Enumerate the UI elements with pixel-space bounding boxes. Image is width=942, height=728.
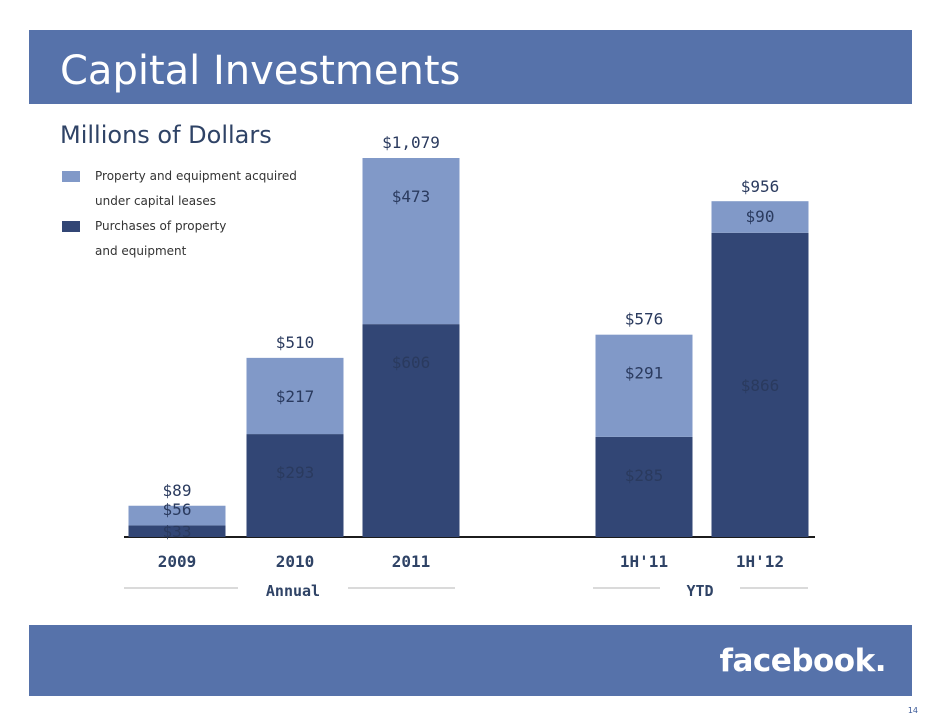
page-number: 14 bbox=[907, 706, 918, 715]
x-tick-label: 1H'12 bbox=[736, 552, 784, 571]
legend-label-line: Property and equipment acquired bbox=[95, 169, 297, 183]
segment-label-purchases: $33 bbox=[163, 522, 192, 541]
bar-segment-purchases bbox=[246, 434, 344, 537]
x-tick-label: 2009 bbox=[158, 552, 197, 571]
segment-label-purchases: $293 bbox=[276, 463, 315, 482]
segment-label-purchases: $866 bbox=[741, 376, 780, 395]
bar-segment-purchases bbox=[128, 525, 226, 537]
legend-swatch-purchases bbox=[62, 221, 80, 232]
bar-segment-capital-leases bbox=[595, 334, 693, 437]
bar-segment-purchases bbox=[362, 324, 460, 537]
slide-title: Capital Investments bbox=[60, 48, 461, 94]
segment-label-capital-leases: $90 bbox=[746, 207, 775, 226]
chart-subtitle: Millions of Dollars bbox=[60, 121, 272, 149]
bar-segment-capital-leases bbox=[711, 201, 809, 233]
group-label: Annual bbox=[266, 582, 320, 600]
bar-segment-capital-leases bbox=[362, 158, 460, 325]
total-label: $89 bbox=[163, 481, 192, 500]
x-tick-label: 2011 bbox=[392, 552, 431, 571]
legend-label-line: Purchases of property bbox=[95, 219, 227, 233]
total-label: $1,079 bbox=[382, 133, 440, 152]
facebook-logo: facebook. bbox=[719, 643, 887, 679]
segment-label-purchases: $606 bbox=[392, 353, 431, 372]
title-banner bbox=[29, 30, 912, 104]
x-tick-label: 2010 bbox=[276, 552, 315, 571]
bar-segment-purchases bbox=[595, 436, 693, 537]
legend-label-line: and equipment bbox=[95, 244, 187, 258]
group-label: YTD bbox=[686, 582, 713, 600]
segment-label-capital-leases: $56 bbox=[163, 500, 192, 519]
bar-segment-capital-leases bbox=[246, 357, 344, 435]
segment-label-capital-leases: $291 bbox=[625, 364, 664, 383]
legend-label-line: under capital leases bbox=[95, 194, 217, 208]
x-tick-label: 1H'11 bbox=[620, 552, 668, 571]
segment-label-purchases: $285 bbox=[625, 466, 664, 485]
segment-label-capital-leases: $473 bbox=[392, 187, 431, 206]
total-label: $510 bbox=[276, 333, 315, 352]
segment-label-capital-leases: $217 bbox=[276, 387, 315, 406]
footer-banner bbox=[29, 625, 912, 696]
bar-segment-purchases bbox=[711, 232, 809, 537]
bar-segment-capital-leases bbox=[128, 505, 226, 526]
legend-swatch-capital-leases bbox=[62, 171, 80, 182]
total-label: $576 bbox=[625, 310, 664, 329]
total-label: $956 bbox=[741, 177, 780, 196]
